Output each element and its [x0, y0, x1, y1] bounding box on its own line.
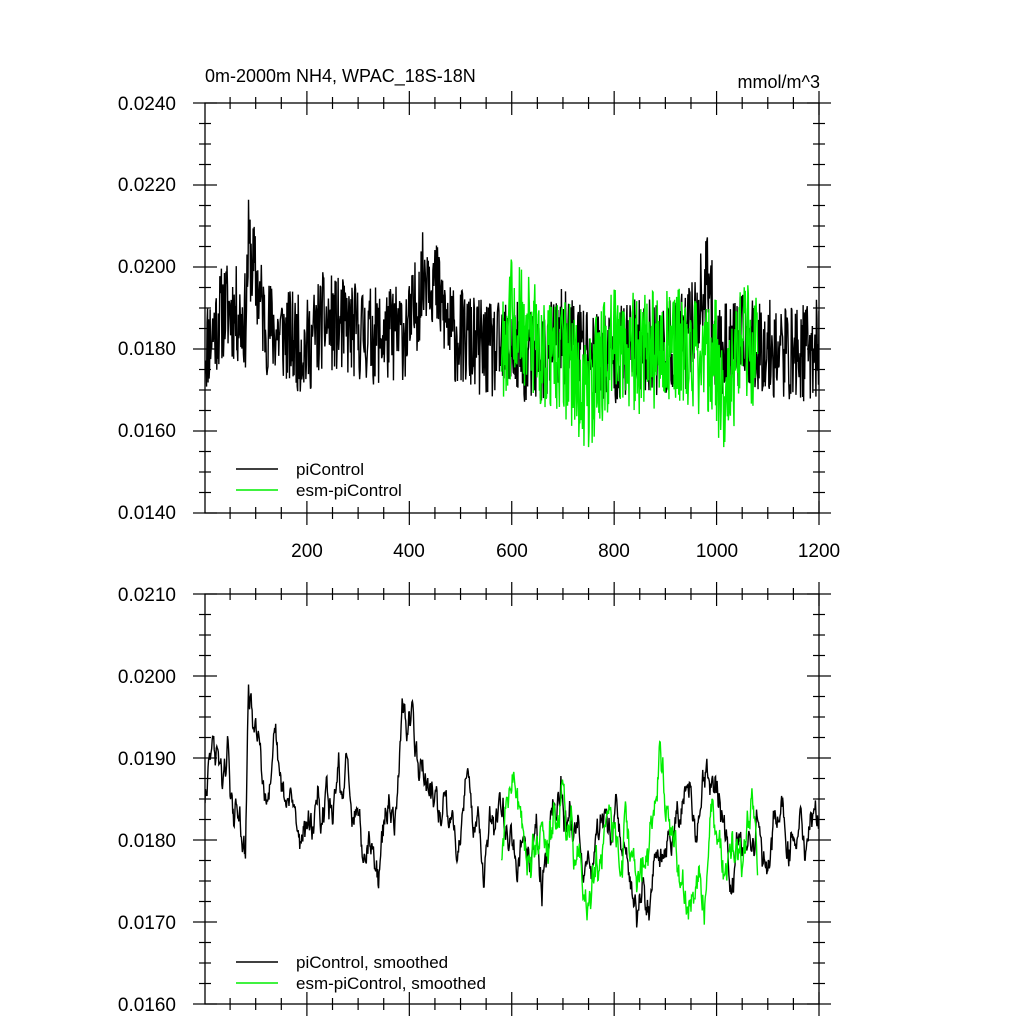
legend-label-picontrol-smoothed: piControl, smoothed — [296, 953, 448, 972]
y-tick-label: 0.0200 — [118, 667, 176, 688]
legend-label-picontrol: piControl — [296, 460, 364, 479]
top-panel: 0m-2000m NH4, WPAC_18S-18N mmol/m^3 0.01… — [118, 66, 840, 562]
legend-label-esm-picontrol: esm-piControl — [296, 481, 402, 500]
top-x-tick-labels: 200 400 600 800 1000 1200 — [291, 541, 840, 562]
x-tick-label: 1200 — [798, 541, 840, 562]
y-tick-label: 0.0160 — [118, 421, 176, 442]
y-tick-label: 0.0140 — [118, 503, 176, 524]
y-tick-label: 0.0190 — [118, 749, 176, 770]
y-tick-label: 0.0220 — [118, 175, 176, 196]
bottom-tick-marks — [193, 582, 831, 1016]
top-panel-title: 0m-2000m NH4, WPAC_18S-18N — [205, 66, 476, 87]
legend-label-esm-picontrol-smoothed: esm-piControl, smoothed — [296, 974, 486, 993]
series-line-esm-picontrol — [500, 259, 759, 448]
top-legend: piControl esm-piControl — [236, 460, 402, 500]
y-tick-label: 0.0200 — [118, 257, 176, 278]
x-tick-label: 400 — [393, 541, 425, 562]
y-tick-label: 0.0210 — [118, 585, 176, 606]
top-tick-marks — [193, 91, 831, 525]
series-line-picontrol-smoothed — [205, 684, 819, 928]
y-tick-label: 0.0160 — [118, 995, 176, 1016]
y-tick-label: 0.0180 — [118, 339, 176, 360]
series-line-esm-picontrol-smoothed — [500, 740, 759, 925]
x-tick-label: 1000 — [696, 541, 738, 562]
bottom-y-tick-labels: 0.0160 0.0170 0.0180 0.0190 0.0200 0.021… — [118, 585, 176, 1016]
y-tick-label: 0.0170 — [118, 913, 176, 934]
bottom-legend: piControl, smoothed esm-piControl, smoot… — [236, 953, 486, 993]
y-tick-label: 0.0240 — [118, 94, 176, 115]
x-tick-label: 200 — [291, 541, 323, 562]
x-tick-label: 800 — [598, 541, 630, 562]
y-tick-label: 0.0180 — [118, 831, 176, 852]
top-panel-units: mmol/m^3 — [738, 72, 820, 92]
top-y-tick-labels: 0.0140 0.0160 0.0180 0.0200 0.0220 0.024… — [118, 94, 176, 524]
bottom-panel: 0.0160 0.0170 0.0180 0.0190 0.0200 0.021… — [118, 582, 831, 1016]
x-tick-label: 600 — [496, 541, 528, 562]
